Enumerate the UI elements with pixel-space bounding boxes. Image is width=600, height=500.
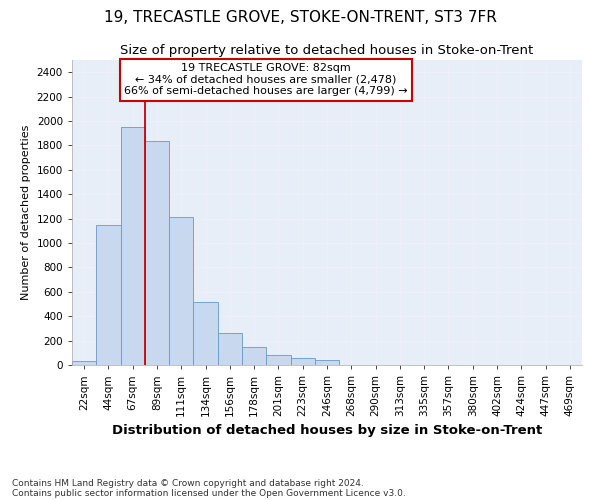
- Text: 19 TRECASTLE GROVE: 82sqm
← 34% of detached houses are smaller (2,478)
66% of se: 19 TRECASTLE GROVE: 82sqm ← 34% of detac…: [124, 63, 407, 96]
- Bar: [290, 358, 315, 365]
- Bar: [145, 141, 169, 365]
- Text: 19, TRECASTLE GROVE, STOKE-ON-TRENT, ST3 7FR: 19, TRECASTLE GROVE, STOKE-ON-TRENT, ST3…: [104, 10, 496, 25]
- Text: Contains HM Land Registry data © Crown copyright and database right 2024.: Contains HM Land Registry data © Crown c…: [12, 478, 364, 488]
- Bar: [218, 332, 242, 365]
- Bar: [96, 224, 121, 365]
- Title: Size of property relative to detached houses in Stoke-on-Trent: Size of property relative to detached ho…: [121, 44, 533, 58]
- Text: Contains public sector information licensed under the Open Government Licence v3: Contains public sector information licen…: [12, 488, 406, 498]
- Y-axis label: Number of detached properties: Number of detached properties: [21, 125, 31, 300]
- Bar: [169, 217, 193, 365]
- Bar: [242, 346, 266, 365]
- Bar: [193, 302, 218, 365]
- Bar: [121, 127, 145, 365]
- Bar: [315, 360, 339, 365]
- Bar: [72, 362, 96, 365]
- X-axis label: Distribution of detached houses by size in Stoke-on-Trent: Distribution of detached houses by size …: [112, 424, 542, 438]
- Bar: [266, 355, 290, 365]
